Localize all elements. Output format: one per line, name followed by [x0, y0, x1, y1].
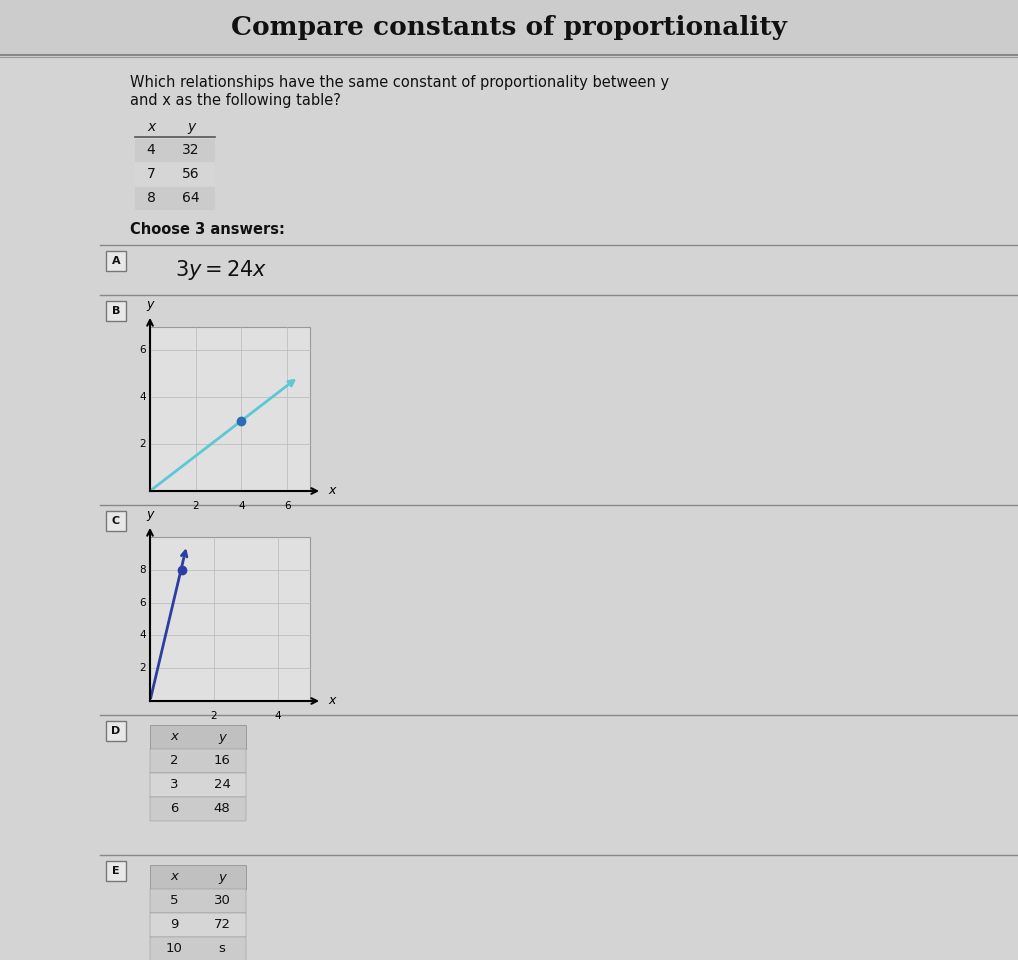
- Text: y: y: [147, 298, 154, 311]
- FancyBboxPatch shape: [106, 721, 126, 741]
- Text: and x as the following table?: and x as the following table?: [130, 93, 341, 108]
- Text: $3y = 24x$: $3y = 24x$: [175, 258, 268, 282]
- Text: y: y: [218, 871, 226, 883]
- FancyBboxPatch shape: [150, 797, 246, 821]
- Text: 4: 4: [238, 501, 244, 511]
- FancyBboxPatch shape: [135, 163, 215, 186]
- FancyBboxPatch shape: [150, 725, 246, 749]
- Text: 4: 4: [139, 631, 146, 640]
- FancyBboxPatch shape: [100, 855, 1018, 960]
- Text: x: x: [147, 120, 155, 134]
- Text: 24: 24: [214, 779, 230, 791]
- Text: 8: 8: [139, 564, 146, 575]
- Text: 56: 56: [182, 167, 200, 181]
- FancyBboxPatch shape: [150, 537, 310, 701]
- Text: Compare constants of proportionality: Compare constants of proportionality: [231, 15, 787, 40]
- FancyBboxPatch shape: [0, 55, 1018, 960]
- FancyBboxPatch shape: [100, 245, 1018, 295]
- Text: 5: 5: [170, 895, 178, 907]
- Text: 6: 6: [284, 501, 290, 511]
- Text: y: y: [218, 731, 226, 743]
- Text: x: x: [170, 731, 178, 743]
- Text: x: x: [170, 871, 178, 883]
- FancyBboxPatch shape: [106, 511, 126, 531]
- Text: 3: 3: [170, 779, 178, 791]
- Text: A: A: [112, 256, 120, 266]
- FancyBboxPatch shape: [0, 0, 1018, 55]
- Text: 10: 10: [166, 943, 182, 955]
- Text: 2: 2: [211, 711, 217, 721]
- Text: x: x: [328, 485, 335, 497]
- FancyBboxPatch shape: [150, 865, 246, 889]
- Text: Choose 3 answers:: Choose 3 answers:: [130, 222, 285, 236]
- Text: 6: 6: [139, 597, 146, 608]
- Text: 2: 2: [139, 439, 146, 449]
- Text: 6: 6: [139, 346, 146, 355]
- Text: 64: 64: [182, 191, 200, 205]
- FancyBboxPatch shape: [135, 139, 215, 162]
- Text: s: s: [219, 943, 225, 955]
- Text: 72: 72: [214, 919, 230, 931]
- Text: 4: 4: [147, 143, 156, 157]
- FancyBboxPatch shape: [135, 187, 215, 210]
- Text: 9: 9: [170, 919, 178, 931]
- Text: x: x: [328, 694, 335, 708]
- Text: 48: 48: [214, 803, 230, 815]
- Text: 4: 4: [139, 393, 146, 402]
- Text: E: E: [112, 866, 120, 876]
- Text: 32: 32: [182, 143, 200, 157]
- Text: y: y: [187, 120, 195, 134]
- FancyBboxPatch shape: [150, 749, 246, 773]
- Text: C: C: [112, 516, 120, 526]
- Text: B: B: [112, 306, 120, 316]
- Text: Which relationships have the same constant of proportionality between y: Which relationships have the same consta…: [130, 76, 669, 90]
- Text: 30: 30: [214, 895, 230, 907]
- Text: 16: 16: [214, 755, 230, 767]
- Text: 2: 2: [139, 663, 146, 673]
- FancyBboxPatch shape: [150, 889, 246, 913]
- FancyBboxPatch shape: [150, 913, 246, 937]
- FancyBboxPatch shape: [150, 773, 246, 797]
- Text: 6: 6: [170, 803, 178, 815]
- FancyBboxPatch shape: [150, 937, 246, 960]
- Text: D: D: [111, 726, 120, 736]
- Text: 4: 4: [275, 711, 281, 721]
- Text: 8: 8: [147, 191, 156, 205]
- FancyBboxPatch shape: [100, 505, 1018, 715]
- FancyBboxPatch shape: [100, 715, 1018, 855]
- Text: 2: 2: [192, 501, 200, 511]
- FancyBboxPatch shape: [106, 251, 126, 271]
- Text: 7: 7: [147, 167, 156, 181]
- FancyBboxPatch shape: [100, 295, 1018, 505]
- Text: y: y: [147, 508, 154, 521]
- Text: 2: 2: [170, 755, 178, 767]
- FancyBboxPatch shape: [150, 327, 310, 491]
- FancyBboxPatch shape: [106, 301, 126, 321]
- FancyBboxPatch shape: [106, 861, 126, 881]
